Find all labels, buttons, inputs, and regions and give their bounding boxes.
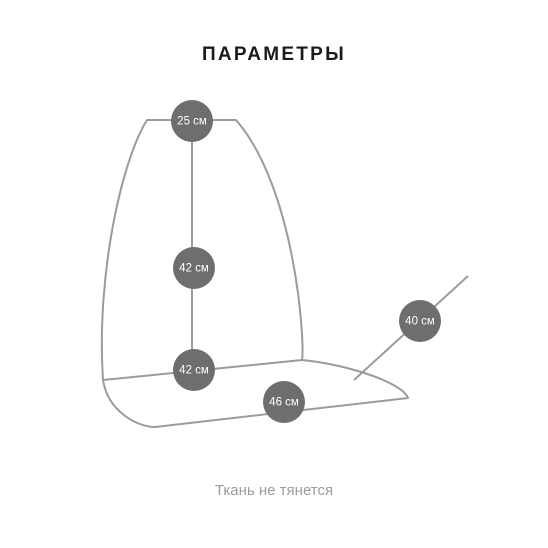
dimension-label: 42 см (179, 263, 209, 275)
dimension-label: 40 см (405, 316, 435, 328)
dimension-marker-group: 25 см 42 см 42 см 46 см 40 см (171, 100, 441, 423)
dimension-label: 25 см (177, 116, 207, 128)
seat-dimension-diagram: 25 см 42 см 42 см 46 см 40 см (0, 0, 548, 548)
material-note: Ткань не тянется (0, 482, 548, 499)
inner-line-group (103, 120, 468, 380)
dimension-label: 42 см (179, 365, 209, 377)
seat-outline (102, 120, 408, 427)
dimension-label: 46 см (269, 397, 299, 409)
